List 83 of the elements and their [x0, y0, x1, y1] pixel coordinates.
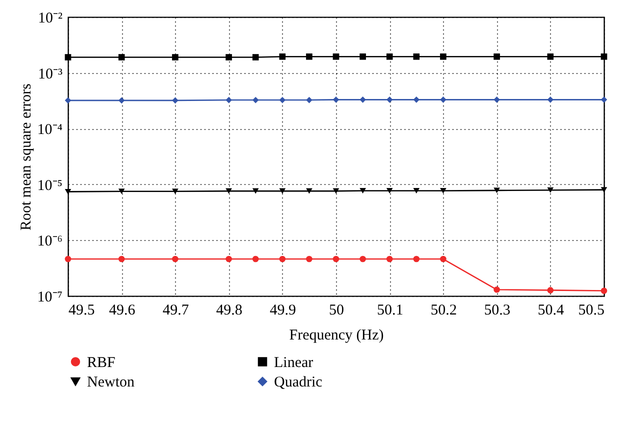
point	[306, 53, 312, 60]
point	[413, 53, 420, 60]
point	[494, 188, 500, 194]
point	[306, 96, 312, 104]
point	[118, 256, 125, 262]
point	[494, 96, 500, 103]
point	[64, 188, 72, 194]
point	[226, 188, 232, 194]
x-tick-label: 50.2	[430, 302, 457, 318]
point	[252, 54, 259, 60]
point	[386, 96, 393, 103]
point	[172, 256, 178, 262]
point	[64, 256, 72, 262]
point	[306, 256, 312, 262]
y-tick-label: 10⁻⁴	[37, 122, 62, 138]
x-tick-label: 50.3	[484, 302, 510, 318]
point	[118, 97, 125, 104]
point	[226, 96, 232, 104]
point	[413, 188, 420, 194]
point	[547, 53, 554, 60]
x-tick-label: 50.1	[376, 302, 404, 318]
x-tick-label: 49.5	[68, 302, 95, 318]
x-tick-label: 49.6	[108, 302, 136, 318]
point	[172, 97, 178, 104]
point	[332, 256, 340, 262]
x-tick-label: 50.5	[578, 302, 604, 318]
point	[547, 96, 554, 103]
x-tick-label: 50.4	[538, 302, 565, 318]
point	[360, 53, 366, 60]
point	[600, 187, 608, 193]
point	[440, 96, 446, 103]
point	[440, 256, 446, 262]
point	[600, 96, 608, 103]
point	[118, 54, 125, 60]
point	[279, 53, 286, 60]
point	[413, 256, 420, 262]
point	[226, 256, 232, 262]
y-tick-label: 10⁻⁶	[37, 234, 62, 250]
point	[332, 188, 340, 194]
point	[118, 188, 125, 194]
point	[413, 96, 420, 103]
y-tick-label: 10⁻⁵	[37, 178, 62, 194]
legend-label: Linear	[274, 354, 314, 371]
point	[440, 53, 446, 60]
point	[306, 188, 312, 194]
point	[386, 188, 393, 194]
point	[252, 256, 259, 262]
point	[279, 188, 286, 194]
legend-label: Newton	[87, 374, 135, 390]
legend-label: RBF	[87, 354, 116, 371]
y-tick-label: 10⁻⁷	[37, 290, 62, 306]
y-tick-label: 10⁻³	[38, 66, 63, 82]
point	[494, 286, 500, 293]
x-axis-title: Frequency (Hz)	[289, 328, 384, 344]
legend-label: Quadric	[274, 374, 323, 390]
x-tick-label: 49.8	[216, 302, 242, 318]
point	[440, 188, 446, 194]
x-tick-label: 49.7	[162, 302, 190, 318]
point	[279, 96, 286, 104]
point	[360, 188, 366, 194]
point	[386, 256, 393, 262]
point	[172, 188, 178, 194]
point	[64, 97, 72, 104]
y-axis-title: Root mean square errors	[18, 83, 34, 231]
point	[226, 54, 232, 60]
point	[64, 54, 72, 60]
x-tick-label: 50	[329, 302, 344, 318]
x-tick-label: 49.9	[270, 302, 296, 318]
point	[386, 53, 393, 60]
point	[252, 96, 259, 104]
point	[360, 256, 366, 262]
point	[547, 187, 554, 193]
point	[332, 96, 340, 103]
point	[600, 288, 608, 294]
point	[252, 188, 259, 194]
y-tick-label: 10⁻²	[38, 10, 63, 26]
point	[279, 256, 286, 262]
point	[172, 54, 178, 60]
point	[332, 53, 340, 60]
point	[494, 53, 500, 60]
point	[600, 53, 608, 60]
point	[547, 287, 554, 294]
point	[360, 96, 366, 103]
